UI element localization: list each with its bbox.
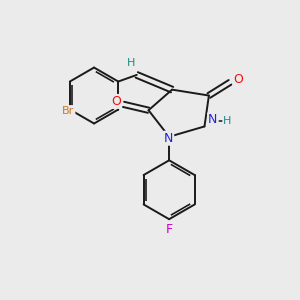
Text: O: O	[233, 73, 243, 86]
Text: H: H	[127, 58, 136, 68]
Text: N: N	[208, 113, 218, 127]
Text: Br: Br	[62, 106, 74, 116]
Text: H: H	[223, 116, 232, 126]
Text: F: F	[166, 223, 173, 236]
Text: O: O	[111, 95, 121, 108]
Text: N: N	[164, 132, 173, 145]
